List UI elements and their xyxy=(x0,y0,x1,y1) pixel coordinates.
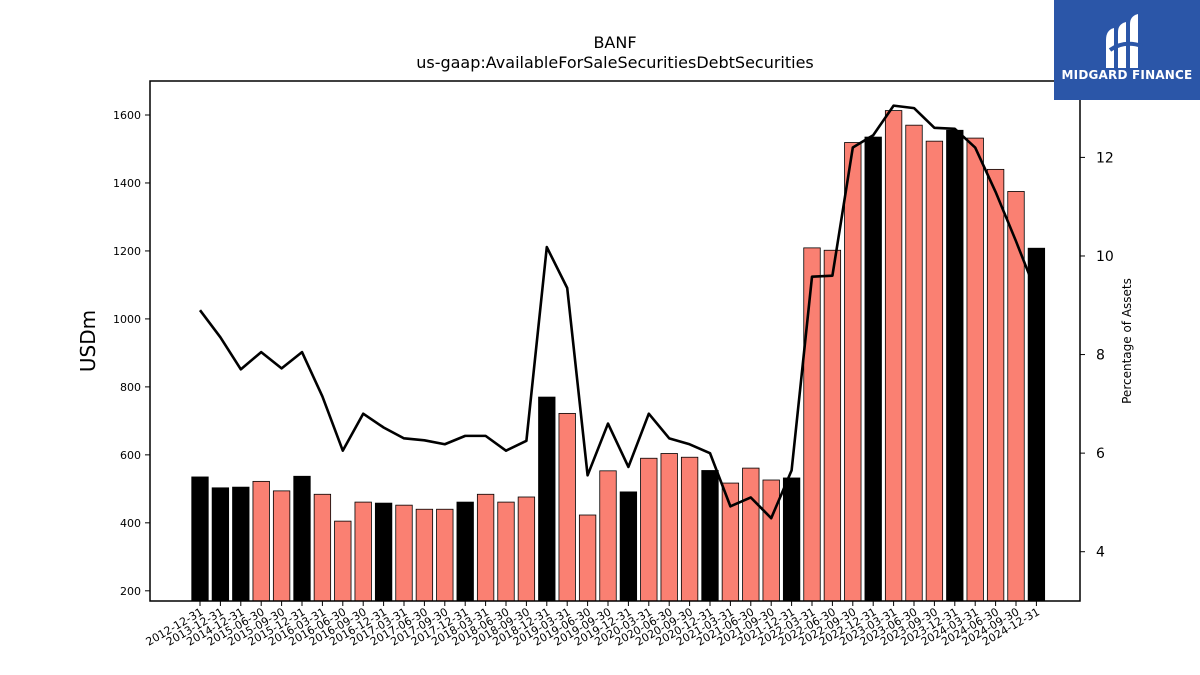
logo-text: MIDGARD FINANCE xyxy=(1061,68,1193,82)
bar xyxy=(211,487,230,602)
bar xyxy=(782,477,801,602)
bar xyxy=(272,490,291,602)
bar xyxy=(905,124,923,602)
y2-tick-label: 4 xyxy=(1096,545,1105,561)
y-tick-label: 1400 xyxy=(113,177,141,190)
y2-tick-label: 10 xyxy=(1096,249,1114,265)
bar xyxy=(742,467,760,602)
y-tick-label: 1600 xyxy=(113,109,141,122)
bar xyxy=(946,129,964,602)
bar xyxy=(578,514,597,602)
midgard-logo-icon xyxy=(1106,14,1143,68)
y-tick-label: 600 xyxy=(120,449,141,462)
bar xyxy=(701,470,719,602)
bar xyxy=(1027,247,1046,602)
bar xyxy=(538,396,556,602)
bar xyxy=(313,493,332,602)
chart-title: BANF xyxy=(593,33,636,52)
bar xyxy=(986,168,1005,602)
bar xyxy=(721,482,740,602)
bar xyxy=(334,520,352,602)
y2-tick-label: 12 xyxy=(1096,150,1114,166)
bar xyxy=(252,480,270,602)
y2-tick-label: 6 xyxy=(1096,446,1105,462)
bar xyxy=(660,453,678,602)
bar xyxy=(640,457,658,602)
right-axis: 4 6 8 10 12 xyxy=(1080,150,1114,561)
bar xyxy=(925,140,944,602)
y-tick-label: 1000 xyxy=(113,313,141,326)
bar xyxy=(844,142,862,602)
bar xyxy=(864,136,882,602)
bar xyxy=(436,508,454,602)
bars-layer xyxy=(191,110,1046,602)
bar xyxy=(497,501,515,602)
y-axis-label: USDm xyxy=(76,310,100,372)
bar xyxy=(374,502,393,602)
bar xyxy=(517,496,536,602)
bar xyxy=(415,508,434,602)
pct-assets-line xyxy=(198,104,1038,520)
bar xyxy=(762,479,780,602)
bar xyxy=(354,501,372,602)
bar xyxy=(884,110,903,602)
y-tick-label: 200 xyxy=(120,585,141,598)
left-axis: 200 400 600 800 1000 1200 1400 1600 xyxy=(113,109,150,598)
chart-subtitle: us-gaap:AvailableForSaleSecuritiesDebtSe… xyxy=(416,53,814,72)
y2-axis-label: Percentage of Assets xyxy=(1120,278,1134,404)
bar xyxy=(803,247,821,602)
x-axis: 2012-12-312013-12-312014-12-312015-06-30… xyxy=(144,601,1042,649)
bar xyxy=(191,476,209,602)
bar xyxy=(476,493,495,602)
y-tick-label: 1200 xyxy=(113,245,141,258)
y2-tick-label: 8 xyxy=(1096,348,1105,364)
bar xyxy=(680,456,699,602)
bar xyxy=(232,486,250,602)
bar xyxy=(293,475,311,602)
bar xyxy=(619,491,638,602)
y-tick-label: 800 xyxy=(120,381,141,394)
bar xyxy=(966,137,984,602)
y-tick-label: 400 xyxy=(120,517,141,530)
bar xyxy=(456,501,474,602)
brand-logo: MIDGARD FINANCE xyxy=(1054,0,1200,100)
bar xyxy=(599,470,617,602)
bar xyxy=(823,249,842,602)
bar xyxy=(558,412,576,602)
plot-frame xyxy=(149,80,1081,602)
line-layer xyxy=(198,104,1038,520)
bar xyxy=(395,504,413,602)
